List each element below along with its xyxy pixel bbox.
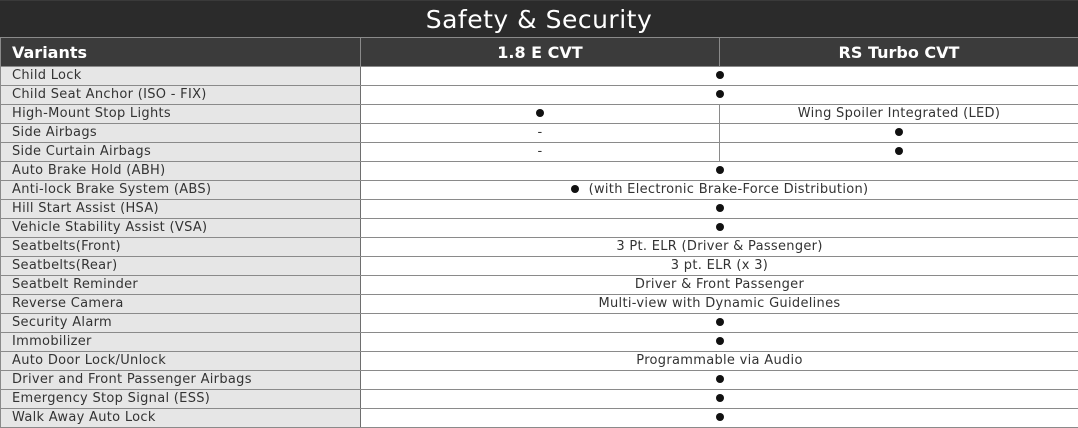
bullet-dot-icon bbox=[715, 203, 724, 212]
feature-name: Auto Door Lock/Unlock bbox=[0, 351, 361, 371]
feature-name: Auto Brake Hold (ABH) bbox=[0, 161, 361, 181]
feature-name: Vehicle Stability Assist (VSA) bbox=[0, 218, 361, 238]
table-header-row: Variants 1.8 E CVT RS Turbo CVT bbox=[0, 37, 1078, 67]
value-text: Wing Spoiler Integrated (LED) bbox=[797, 106, 1001, 121]
feature-name: Side Airbags bbox=[0, 123, 361, 143]
bullet-dot-icon bbox=[895, 146, 903, 155]
value-cell-variant-2: Wing Spoiler Integrated (LED) bbox=[719, 104, 1078, 124]
value-cell-all: Programmable via Audio bbox=[360, 351, 1078, 371]
bullet-dot-icon bbox=[536, 108, 544, 117]
table-row: Seatbelts(Rear) 3 pt. ELR (x 3) bbox=[0, 256, 1078, 276]
feature-name: Seatbelts(Front) bbox=[0, 237, 361, 257]
feature-name: Reverse Camera bbox=[0, 294, 361, 314]
bullet-dot-icon bbox=[715, 222, 724, 231]
feature-name: Anti-lock Brake System (ABS) bbox=[0, 180, 361, 200]
table-row: Auto Door Lock/Unlock Programmable via Au… bbox=[0, 351, 1078, 371]
value-cell-all bbox=[360, 85, 1078, 105]
feature-name: Immobilizer bbox=[0, 332, 361, 352]
table-row: Security Alarm bbox=[0, 313, 1078, 333]
feature-name: Hill Start Assist (HSA) bbox=[0, 199, 361, 219]
feature-name: Walk Away Auto Lock bbox=[0, 408, 361, 428]
header-feature: Variants bbox=[0, 37, 361, 67]
value-text: Multi-view with Dynamic Guidelines bbox=[598, 296, 841, 311]
value-cell-variant-1 bbox=[360, 104, 720, 124]
table-row: High-Mount Stop Lights Wing Spoiler Integ… bbox=[0, 104, 1078, 124]
table-row: Child Lock bbox=[0, 66, 1078, 86]
value-cell-all bbox=[360, 161, 1078, 181]
value-cell-variant-1: - bbox=[360, 142, 720, 162]
value-text: Programmable via Audio bbox=[636, 353, 803, 368]
value-cell-variant-1: - bbox=[360, 123, 720, 143]
bullet-dot-icon bbox=[715, 374, 724, 383]
table-row: Immobilizer bbox=[0, 332, 1078, 352]
value-text: (with Electronic Brake-Force Distributio… bbox=[588, 182, 869, 197]
table-row: Side Curtain Airbags - bbox=[0, 142, 1078, 162]
table-row: Emergency Stop Signal (ESS) bbox=[0, 389, 1078, 409]
table-body: Child Lock Child Seat Anchor (ISO - FIX) H… bbox=[0, 66, 1078, 428]
table-row: Child Seat Anchor (ISO - FIX) bbox=[0, 85, 1078, 105]
bullet-dot-icon bbox=[715, 317, 724, 326]
feature-name: Seatbelt Reminder bbox=[0, 275, 361, 295]
value-cell-all bbox=[360, 389, 1078, 409]
table-row: Walk Away Auto Lock bbox=[0, 408, 1078, 428]
value-cell-variant-2 bbox=[719, 142, 1078, 162]
header-variant-1: 1.8 E CVT bbox=[360, 37, 720, 67]
value-cell-all: Driver & Front Passenger bbox=[360, 275, 1078, 295]
feature-name: Emergency Stop Signal (ESS) bbox=[0, 389, 361, 409]
feature-name: Child Lock bbox=[0, 66, 361, 86]
table-row: Reverse Camera Multi-view with Dynamic Gu… bbox=[0, 294, 1078, 314]
spec-table: Variants 1.8 E CVT RS Turbo CVT Child Lo… bbox=[0, 37, 1078, 428]
value-cell-variant-2 bbox=[719, 123, 1078, 143]
bullet-dot-icon bbox=[715, 70, 724, 79]
value-cell-all: Multi-view with Dynamic Guidelines bbox=[360, 294, 1078, 314]
value-cell-all bbox=[360, 66, 1078, 86]
header-variant-2: RS Turbo CVT bbox=[719, 37, 1078, 67]
table-row: Anti-lock Brake System (ABS) (with Electr… bbox=[0, 180, 1078, 200]
value-text: - bbox=[537, 144, 543, 159]
bullet-dot-icon bbox=[570, 184, 579, 193]
table-row: Driver and Front Passenger Airbags bbox=[0, 370, 1078, 390]
section-title: Safety & Security bbox=[0, 0, 1078, 37]
bullet-dot-icon bbox=[895, 127, 903, 136]
feature-name: Seatbelts(Rear) bbox=[0, 256, 361, 276]
table-row: Seatbelt Reminder Driver & Front Passenge… bbox=[0, 275, 1078, 295]
value-cell-all bbox=[360, 218, 1078, 238]
table-row: Side Airbags - bbox=[0, 123, 1078, 143]
value-text: Driver & Front Passenger bbox=[634, 277, 805, 292]
bullet-dot-icon bbox=[715, 336, 724, 345]
feature-name: Side Curtain Airbags bbox=[0, 142, 361, 162]
table-row: Seatbelts(Front) 3 Pt. ELR (Driver & Pass… bbox=[0, 237, 1078, 257]
value-cell-all: 3 pt. ELR (x 3) bbox=[360, 256, 1078, 276]
table-row: Hill Start Assist (HSA) bbox=[0, 199, 1078, 219]
bullet-dot-icon bbox=[715, 412, 724, 421]
value-cell-all bbox=[360, 370, 1078, 390]
bullet-dot-icon bbox=[715, 393, 724, 402]
value-cell-all bbox=[360, 408, 1078, 428]
value-cell-all bbox=[360, 313, 1078, 333]
feature-name: High-Mount Stop Lights bbox=[0, 104, 361, 124]
value-text: 3 pt. ELR (x 3) bbox=[670, 258, 769, 273]
table-row: Vehicle Stability Assist (VSA) bbox=[0, 218, 1078, 238]
bullet-dot-icon bbox=[715, 165, 724, 174]
value-cell-all bbox=[360, 199, 1078, 219]
feature-name: Child Seat Anchor (ISO - FIX) bbox=[0, 85, 361, 105]
value-cell-all bbox=[360, 332, 1078, 352]
value-cell-all: (with Electronic Brake-Force Distributio… bbox=[360, 180, 1078, 200]
bullet-dot-icon bbox=[715, 89, 724, 98]
value-text: 3 Pt. ELR (Driver & Passenger) bbox=[616, 239, 823, 254]
feature-name: Driver and Front Passenger Airbags bbox=[0, 370, 361, 390]
table-row: Auto Brake Hold (ABH) bbox=[0, 161, 1078, 181]
value-cell-all: 3 Pt. ELR (Driver & Passenger) bbox=[360, 237, 1078, 257]
feature-name: Security Alarm bbox=[0, 313, 361, 333]
value-text: - bbox=[537, 125, 543, 140]
